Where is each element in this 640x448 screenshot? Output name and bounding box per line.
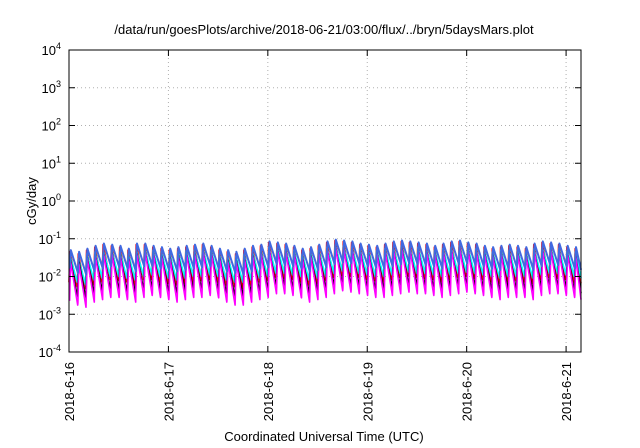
x-tick-label: 2018-6-17 (161, 362, 176, 421)
x-tick-label: 2018-6-18 (261, 362, 276, 421)
y-tick-label: 100 (42, 192, 61, 209)
y-tick-base: 10 (39, 307, 53, 322)
y-tick-exponent: 1 (56, 154, 61, 164)
y-tick-label: 101 (42, 154, 61, 171)
y-tick-base: 10 (42, 194, 56, 209)
y-tick-label: 10-3 (39, 305, 61, 322)
y-tick-label: 102 (42, 117, 61, 134)
x-axis: 2018-6-16 2018-6-17 2018-6-18 2018-6-19 2018… (62, 50, 574, 421)
y-tick-base: 10 (42, 156, 56, 171)
x-tick-label: 2018-6-19 (360, 362, 375, 421)
y-tick-label: 104 (42, 41, 61, 58)
y-tick-base: 10 (39, 270, 53, 285)
y-tick-base: 10 (42, 43, 56, 58)
y-tick-exponent: -2 (53, 268, 61, 278)
y-tick-exponent: 3 (56, 79, 61, 89)
y-tick-exponent: -3 (53, 305, 61, 315)
y-axis-label: cGy/day (24, 177, 39, 225)
x-axis-label: Coordinated Universal Time (UTC) (224, 429, 423, 444)
y-tick-label: 10-4 (39, 343, 61, 360)
x-tick-label: 2018-6-20 (460, 362, 475, 421)
y-tick-base: 10 (39, 232, 53, 247)
y-tick-label: 103 (42, 79, 61, 96)
series-line (68, 238, 582, 276)
y-tick-base: 10 (42, 81, 56, 96)
y-tick-exponent: -4 (53, 343, 61, 353)
x-tick-label: 2018-6-21 (559, 362, 574, 421)
chart-title: /data/run/goesPlots/archive/2018-06-21/0… (114, 22, 534, 37)
x-tick-label: 2018-6-16 (62, 362, 77, 421)
y-tick-label: 10-2 (39, 268, 61, 285)
plot-series-group (68, 238, 582, 308)
y-tick-exponent: 0 (56, 192, 61, 202)
y-tick-label: 10-1 (39, 230, 61, 247)
y-tick-exponent: 4 (56, 41, 61, 51)
y-tick-exponent: -1 (53, 230, 61, 240)
y-tick-base: 10 (42, 119, 56, 134)
y-tick-base: 10 (39, 345, 53, 360)
y-tick-exponent: 2 (56, 117, 61, 127)
